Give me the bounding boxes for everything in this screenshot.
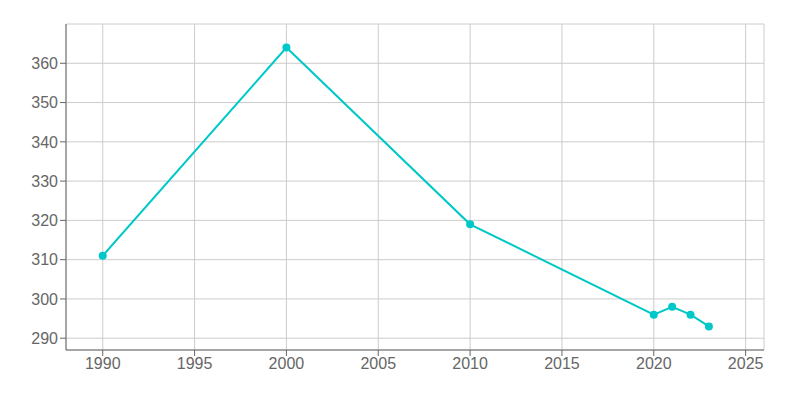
svg-text:2015: 2015 [544, 355, 580, 372]
svg-text:320: 320 [31, 212, 58, 229]
svg-text:2025: 2025 [728, 355, 764, 372]
svg-text:350: 350 [31, 94, 58, 111]
svg-text:1990: 1990 [85, 355, 121, 372]
svg-text:2010: 2010 [452, 355, 488, 372]
svg-text:2000: 2000 [269, 355, 305, 372]
svg-text:300: 300 [31, 291, 58, 308]
svg-text:2020: 2020 [636, 355, 672, 372]
svg-text:360: 360 [31, 55, 58, 72]
svg-text:340: 340 [31, 134, 58, 151]
svg-text:1995: 1995 [177, 355, 213, 372]
svg-text:2005: 2005 [360, 355, 396, 372]
svg-text:310: 310 [31, 251, 58, 268]
svg-text:330: 330 [31, 173, 58, 190]
svg-text:290: 290 [31, 330, 58, 347]
